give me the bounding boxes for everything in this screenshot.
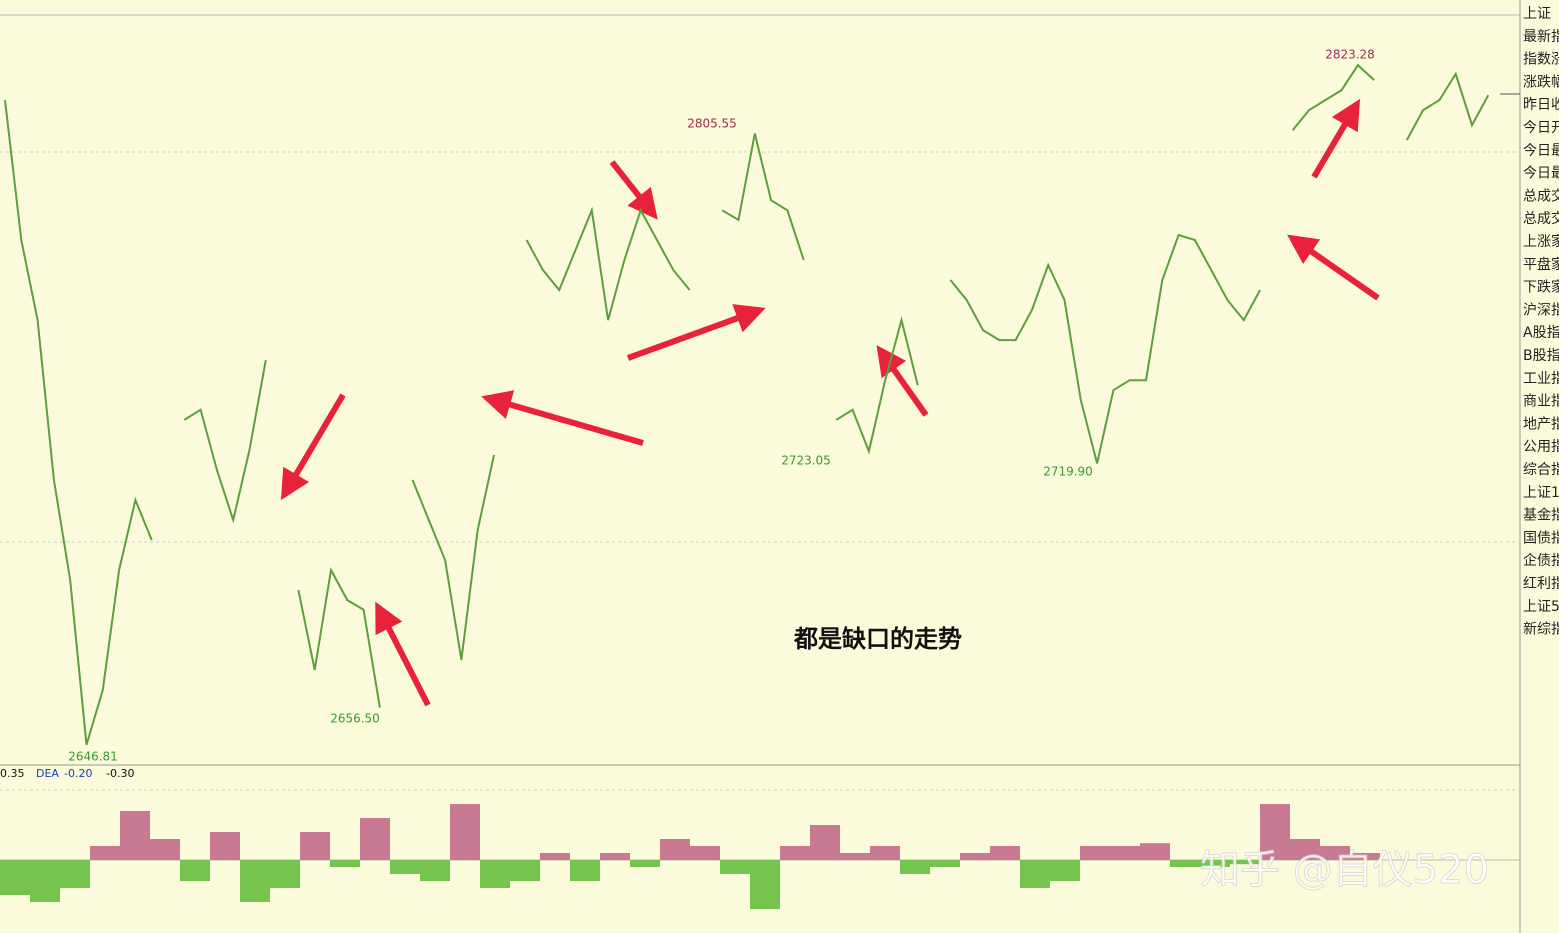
macd-bar — [360, 818, 390, 860]
price-line — [4, 63, 1490, 746]
macd-bar — [1050, 860, 1080, 881]
macd-label: -0.20 — [64, 767, 92, 780]
sidebar-item: 指数涨 — [1523, 52, 1559, 68]
macd-bar — [900, 860, 930, 874]
macd-bar — [390, 860, 420, 874]
macd-bar — [240, 860, 270, 902]
macd-bar — [720, 860, 750, 874]
macd-bar — [600, 853, 630, 860]
annotation: 2646.81 — [68, 750, 118, 764]
macd-bar — [930, 860, 960, 867]
annotation: 2719.90 — [1043, 465, 1093, 479]
sidebar-item: 涨跌幅 — [1523, 74, 1559, 90]
macd-bar — [330, 860, 360, 867]
sidebar-item: 企债指 — [1523, 552, 1559, 569]
sidebar-item: 上证 — [1523, 6, 1551, 22]
sidebar-item: B股指 — [1523, 348, 1559, 364]
macd-bar — [1290, 839, 1320, 860]
macd-bar — [960, 853, 990, 860]
macd-bar — [510, 860, 540, 881]
macd-bar — [210, 832, 240, 860]
sidebar-item: 工业指 — [1523, 371, 1559, 387]
sidebar-item: 公用指 — [1523, 439, 1559, 455]
macd-bar — [420, 860, 450, 881]
macd-bar — [150, 839, 180, 860]
sidebar-item: 总成交 — [1523, 210, 1559, 227]
macd-bar — [840, 853, 870, 860]
sidebar-item: 上涨家 — [1523, 233, 1559, 250]
macd-bar — [450, 804, 480, 860]
macd-bar — [660, 839, 690, 860]
sidebar-item: 红利指 — [1523, 576, 1559, 592]
sidebar-item: 平盘家 — [1523, 256, 1559, 273]
macd-bar — [780, 846, 810, 860]
macd-bar — [750, 860, 780, 909]
macd-bar — [1320, 846, 1350, 860]
sidebar-item: 今日开 — [1523, 120, 1559, 136]
macd-bar — [1020, 860, 1050, 888]
sidebar-item: 昨日收 — [1523, 97, 1559, 113]
sidebar-item: 新综指 — [1523, 622, 1559, 638]
annotation: 2656.50 — [330, 712, 380, 726]
sidebar-item: 综合指 — [1523, 462, 1559, 478]
macd-bar — [0, 860, 30, 895]
macd-bar — [30, 860, 60, 902]
sidebar-item: 地产指 — [1523, 416, 1559, 432]
macd-bar — [120, 811, 150, 860]
sidebar-item: 最新指 — [1523, 29, 1559, 45]
macd-bar — [870, 846, 900, 860]
macd-bar — [90, 846, 120, 860]
annotation: 2805.55 — [687, 117, 737, 131]
macd-bar — [180, 860, 210, 881]
arrows — [280, 98, 1380, 707]
sidebar-item: 上证5 — [1523, 599, 1559, 615]
sidebar-item: 商业指 — [1523, 394, 1559, 410]
macd-bar — [540, 853, 570, 860]
sidebar-item: 国债指 — [1523, 530, 1559, 546]
macd-bar — [1260, 804, 1290, 860]
macd-bar — [300, 832, 330, 860]
sidebar-item: 今日最 — [1523, 143, 1559, 159]
annotation: 2823.28 — [1325, 48, 1375, 62]
macd-bar — [690, 846, 720, 860]
macd-bar — [990, 846, 1020, 860]
macd-bar — [60, 860, 90, 888]
sidebar-item: 总成交 — [1523, 187, 1559, 204]
macd-bar — [1080, 846, 1110, 860]
macd-bar — [1110, 846, 1140, 860]
annotation: 都是缺口的走势 — [793, 625, 962, 653]
watermark: 知乎 @自仪520 — [1200, 847, 1489, 893]
annotation: 2723.05 — [781, 454, 831, 468]
macd-label: 0.35 — [0, 767, 25, 780]
macd-bar — [1200, 860, 1230, 867]
macd-bar — [810, 825, 840, 860]
macd-bar — [270, 860, 300, 888]
macd-label: DEA — [36, 767, 59, 780]
macd-bar — [1230, 860, 1260, 865]
macd-bar — [1140, 843, 1170, 860]
macd-bar — [570, 860, 600, 881]
macd-bar — [480, 860, 510, 888]
sidebar-item: 沪深指 — [1523, 302, 1559, 318]
macd-bar — [1350, 853, 1380, 860]
macd-label: -0.30 — [106, 767, 134, 780]
macd-bar — [630, 860, 660, 867]
sidebar-item: A股指 — [1523, 325, 1559, 341]
macd-bar — [1170, 860, 1200, 867]
sidebar: 上证最新指指数涨涨跌幅昨日收今日开今日最今日最总成交总成交上涨家平盘家下跌家沪深… — [1523, 6, 1559, 638]
sidebar-item: 今日最 — [1523, 166, 1559, 182]
sidebar-item: 下跌家 — [1523, 279, 1559, 296]
sidebar-item: 上证1 — [1523, 485, 1559, 501]
sidebar-item: 基金指 — [1523, 507, 1559, 524]
